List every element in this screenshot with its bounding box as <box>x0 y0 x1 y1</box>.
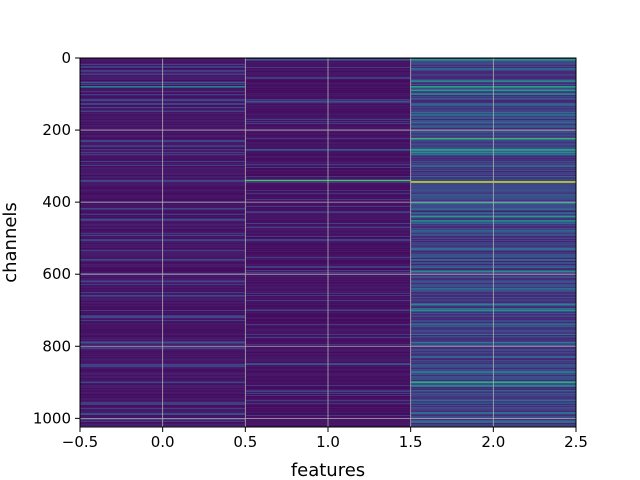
y-tick-label: 0 <box>61 49 71 67</box>
x-axis-label: features <box>291 460 365 480</box>
y-tick-label: 400 <box>42 193 71 211</box>
x-tick-label: 1.5 <box>399 433 423 451</box>
x-tick-label: 2.0 <box>481 433 505 451</box>
y-tick-label: 600 <box>42 265 71 283</box>
y-axis-ticks: 0 200 400 600 800 1000 <box>33 49 80 427</box>
y-axis-label: channels <box>0 202 21 283</box>
x-tick-label: 0.5 <box>233 433 257 451</box>
x-axis-ticks: −0.5 0.0 0.5 1.0 1.5 2.0 2.5 <box>62 427 588 451</box>
x-tick-label: 1.0 <box>316 433 340 451</box>
x-tick-label: −0.5 <box>62 433 98 451</box>
x-tick-label: 2.5 <box>564 433 588 451</box>
y-tick-label: 800 <box>42 337 71 355</box>
y-tick-label: 1000 <box>33 409 71 427</box>
y-tick-label: 200 <box>42 121 71 139</box>
x-tick-label: 0.0 <box>151 433 175 451</box>
